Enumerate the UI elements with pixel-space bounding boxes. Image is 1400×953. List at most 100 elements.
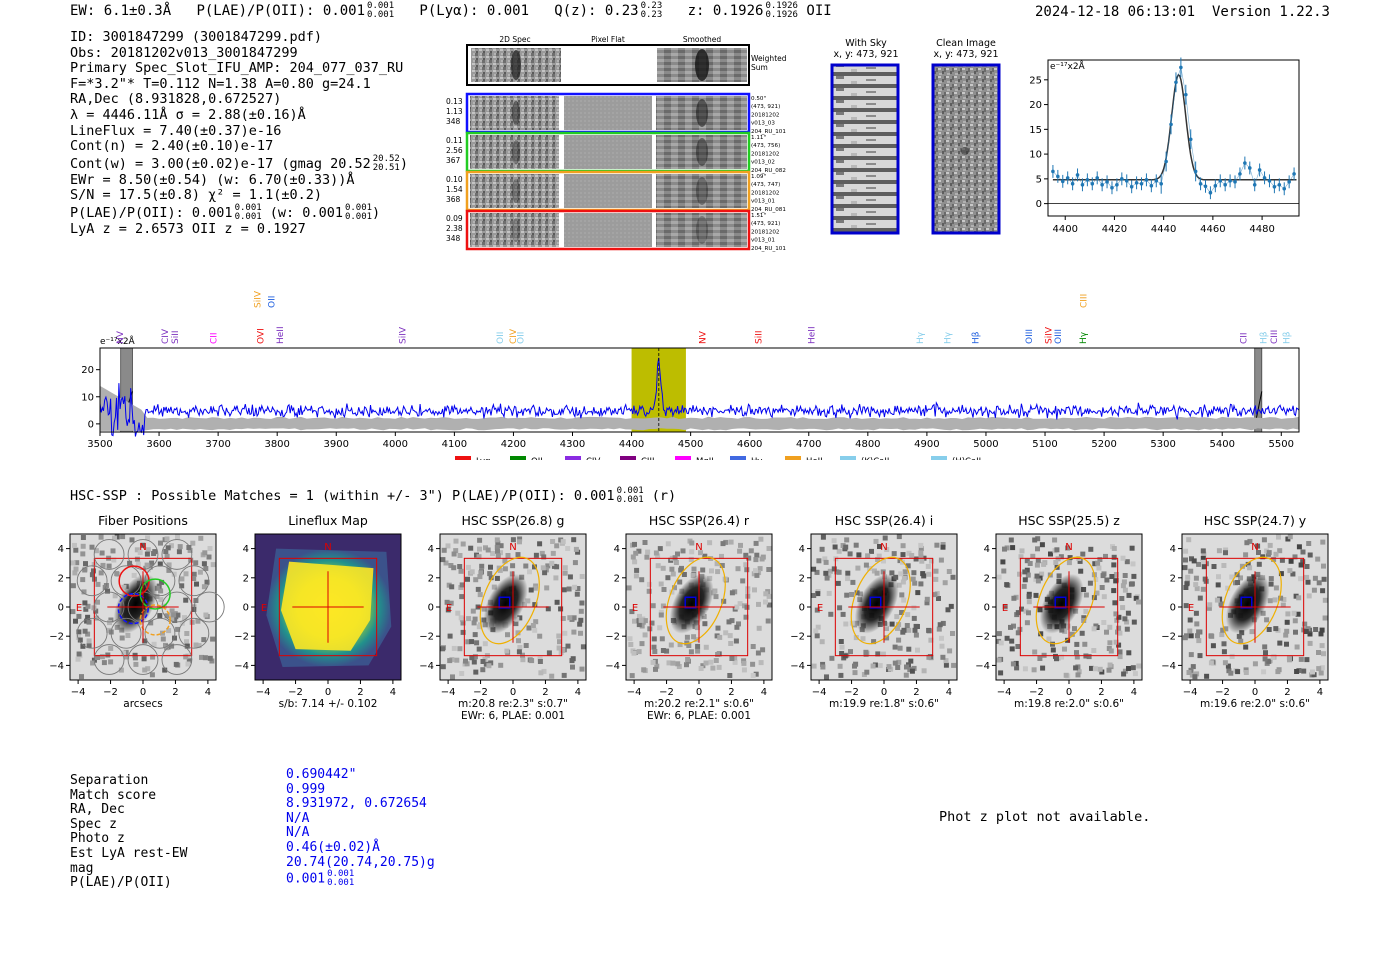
stamp-xtick-label: −4 <box>812 687 827 698</box>
noise-pixel <box>835 580 841 586</box>
spectral-line-label: OIII <box>1025 329 1035 344</box>
noise-pixel <box>158 597 164 603</box>
noise-pixel <box>884 547 890 552</box>
value-photo-z: N/A <box>286 825 310 841</box>
noise-pixel <box>445 543 451 549</box>
noise-pixel <box>1287 568 1293 574</box>
noise-pixel <box>191 607 197 612</box>
noise-pixel <box>1053 560 1059 565</box>
noise-pixel <box>89 544 95 550</box>
stamp-xtick-label: 4 <box>1131 687 1137 698</box>
noise-pixel <box>1185 574 1191 580</box>
noise-pixel <box>1035 546 1040 552</box>
zoom-data-point <box>1287 180 1291 184</box>
fiber-flat-image <box>564 213 652 247</box>
east-marker: E <box>1188 603 1194 614</box>
noise-pixel <box>754 552 760 558</box>
noise-pixel <box>1284 641 1289 647</box>
noise-pixel <box>703 660 709 666</box>
noise-pixel <box>901 575 907 581</box>
noise-pixel <box>840 611 846 617</box>
noise-pixel <box>1041 561 1047 567</box>
noise-pixel <box>948 603 954 609</box>
stamp-ytick-label: 0 <box>58 603 64 614</box>
noise-pixel <box>686 643 692 648</box>
noise-pixel <box>636 622 642 628</box>
noise-pixel <box>896 582 902 588</box>
noise-pixel <box>165 545 171 551</box>
noise-pixel <box>451 645 457 651</box>
fiber-flat-image <box>564 174 652 208</box>
noise-pixel <box>175 534 180 540</box>
spectral-line-label: CII <box>209 332 219 344</box>
noise-pixel <box>1121 579 1127 585</box>
noise-pixel <box>1263 650 1268 656</box>
noise-pixel <box>811 566 817 572</box>
noise-pixel <box>532 585 538 591</box>
noise-pixel <box>207 546 213 551</box>
noise-pixel <box>754 572 760 578</box>
full-xtick-label: 3800 <box>264 439 289 450</box>
fiber-smooth-image <box>656 135 747 169</box>
noise-pixel <box>1083 592 1089 598</box>
noise-pixel <box>853 542 859 548</box>
stamp-ytick-label: 0 <box>1170 603 1176 614</box>
noise-pixel <box>1025 572 1031 578</box>
noise-pixel <box>719 563 725 568</box>
noise-pixel <box>166 562 172 568</box>
noise-pixel <box>1187 617 1193 623</box>
noise-pixel <box>458 585 464 590</box>
stamp-ytick-label: −4 <box>419 661 434 672</box>
stamp-xtick-label: 2 <box>542 687 548 698</box>
noise-pixel <box>440 646 446 652</box>
noise-pixel <box>164 553 170 559</box>
noise-pixel <box>198 535 204 541</box>
noise-pixel <box>1306 541 1312 546</box>
noise-pixel <box>86 643 92 649</box>
noise-pixel <box>85 614 91 620</box>
noise-pixel <box>1304 657 1310 663</box>
noise-pixel <box>1133 595 1139 601</box>
noise-pixel <box>1188 633 1194 639</box>
noise-pixel <box>1030 553 1036 559</box>
noise-pixel <box>903 672 909 678</box>
with-sky-title: With Sky <box>845 38 887 49</box>
fiber-meta: 20181202 <box>751 151 779 157</box>
noise-pixel <box>1116 625 1122 631</box>
noise-pixel <box>1034 573 1040 579</box>
noise-pixel <box>1073 665 1079 671</box>
weighted-label-2: Sum <box>751 63 768 72</box>
stamp-ytick-label: −4 <box>234 661 249 672</box>
noise-pixel <box>1131 619 1137 625</box>
noise-pixel <box>728 641 734 646</box>
noise-pixel <box>449 584 455 590</box>
noise-pixel <box>669 566 675 572</box>
noise-pixel <box>1188 652 1194 658</box>
noise-pixel <box>763 599 768 605</box>
noise-pixel <box>580 644 586 650</box>
noise-pixel <box>1119 596 1125 601</box>
galaxy <box>854 573 899 634</box>
noise-pixel <box>509 571 515 577</box>
noise-pixel <box>80 543 86 549</box>
noise-pixel <box>571 537 577 543</box>
stamp-0: Fiber Positions N E −4 −4 −2 −2 0 0 2 2 4 4 arcsecs <box>49 513 225 710</box>
spectral-line-label: Hγ <box>944 331 954 344</box>
noise-pixel <box>1037 607 1043 613</box>
noise-pixel <box>950 631 955 636</box>
noise-pixel <box>893 574 899 580</box>
fiber-value: 368 <box>446 195 461 204</box>
noise-pixel <box>1032 649 1038 655</box>
stamp-ytick-label: 4 <box>428 544 434 555</box>
noise-pixel <box>657 625 663 631</box>
noise-pixel <box>114 571 120 577</box>
zoom-data-point <box>1228 179 1232 183</box>
noise-pixel <box>121 584 127 590</box>
noise-pixel <box>470 608 476 614</box>
noise-pixel <box>142 667 148 673</box>
signal-noise: S/N = 17.5(±0.8) χ² = 1.1(±0.2) <box>70 187 322 204</box>
stamp-title: Fiber Positions <box>98 513 188 528</box>
noise-pixel <box>1018 554 1024 560</box>
noise-pixel <box>938 557 944 563</box>
noise-pixel <box>1136 599 1141 605</box>
